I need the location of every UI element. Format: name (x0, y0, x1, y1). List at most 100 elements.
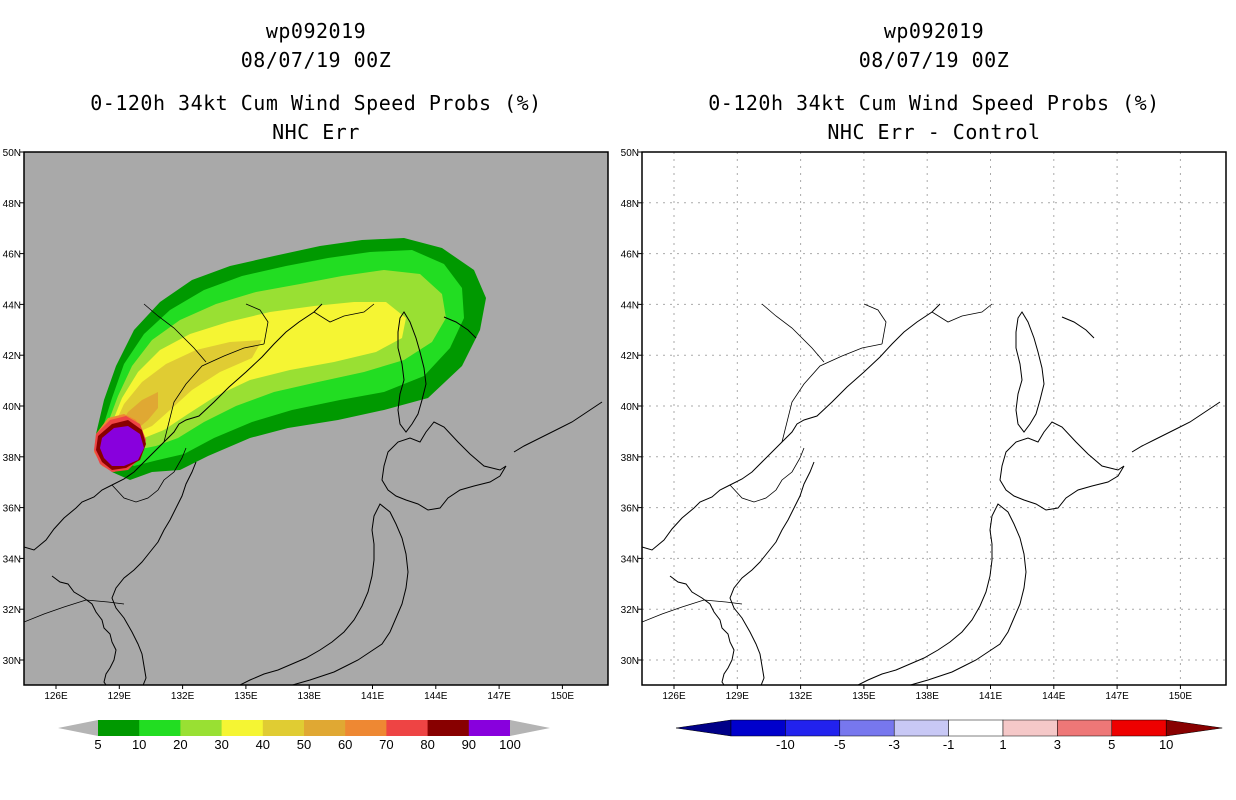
colorbar-swatch (139, 720, 181, 736)
left-title-product: 0-120h 34kt Cum Wind Speed Probs (%) (90, 91, 542, 115)
left-title-subtitle: NHC Err (272, 120, 360, 144)
colorbar-label: 40 (256, 737, 270, 752)
right-title-datetime: 08/07/19 00Z (858, 48, 1010, 72)
lon-tick-label: 138E (916, 691, 940, 702)
colorbar-swatch (427, 720, 470, 736)
left-title-storm-id: wp092019 (265, 19, 367, 43)
left-title-datetime: 08/07/19 00Z (240, 48, 392, 72)
colorbar-swatch (839, 719, 895, 737)
colorbar-label: 60 (338, 737, 352, 752)
lon-tick-label: 141E (361, 691, 385, 702)
lon-tick-label: 144E (424, 691, 448, 702)
lon-tick-label: 147E (1105, 691, 1129, 702)
lat-tick-label: 30N (621, 656, 639, 667)
colorbar-swatch (785, 719, 841, 737)
lat-tick-label: 42N (3, 351, 21, 362)
colorbar-label: 5 (94, 737, 101, 752)
colorbar-label: 20 (173, 737, 187, 752)
colorbar-swatch (180, 720, 223, 736)
lat-tick-label: 40N (621, 402, 639, 413)
colorbar-label: 10 (132, 737, 146, 752)
colorbar-swatch (730, 719, 786, 737)
lon-tick-label: 132E (171, 691, 195, 702)
colorbar-swatch (262, 720, 305, 736)
colorbar-label: -3 (888, 737, 900, 752)
lat-tick-label: 34N (3, 554, 21, 565)
lon-tick-label: 126E (44, 691, 68, 702)
right-title-subtitle: NHC Err - Control (827, 120, 1041, 144)
lat-tick-label: 32N (621, 605, 639, 616)
colorbar-swatch (98, 720, 140, 736)
lon-tick-label: 126E (662, 691, 686, 702)
lat-tick-label: 46N (3, 250, 21, 261)
right-title-product: 0-120h 34kt Cum Wind Speed Probs (%) (708, 91, 1160, 115)
lat-tick-label: 48N (621, 199, 639, 210)
right-map-gridlines (642, 152, 1226, 685)
lon-tick-label: 147E (487, 691, 511, 702)
left-probability-contours (24, 238, 608, 685)
lat-tick-label: 36N (3, 504, 21, 515)
colorbar-swatch (221, 720, 264, 736)
right-map-background (642, 152, 1226, 685)
colorbar-low-triangle (58, 720, 98, 736)
lon-tick-label: 135E (234, 691, 258, 702)
lat-tick-label: 50N (3, 148, 21, 159)
right-lat-axis-labels: 50N 48N 46N 44N 42N 40N 38N 36N 34N 32N 30N (621, 148, 642, 667)
lat-tick-label: 44N (3, 300, 21, 311)
left-map-frame (23, 151, 609, 686)
colorbar-label: -10 (776, 737, 795, 752)
colorbar-swatch (948, 719, 1004, 737)
lat-tick-label: 46N (621, 250, 639, 261)
right-title-storm-id: wp092019 (883, 19, 985, 43)
right-lon-axis-labels: 126E 129E 132E 135E 138E 141E 144E 147E 150E (662, 685, 1192, 702)
right-colorbar: -10 -5 -3 -1 1 3 5 10 (675, 719, 1223, 752)
right-map-panel: 126E 129E 132E 135E 138E 141E 144E 147E 150E 50N… (621, 148, 1227, 702)
colorbar-swatch (1111, 719, 1167, 737)
lat-tick-label: 44N (621, 300, 639, 311)
lon-tick-label: 150E (551, 691, 575, 702)
lat-tick-label: 34N (621, 554, 639, 565)
lat-tick-label: 38N (3, 453, 21, 464)
lon-tick-label: 135E (852, 691, 876, 702)
lon-tick-label: 141E (979, 691, 1003, 702)
colorbar-label: 1 (999, 737, 1006, 752)
lat-tick-label: 36N (621, 504, 639, 515)
colorbar-swatch (304, 720, 346, 736)
colorbar-swatch (893, 719, 949, 737)
colorbar-label: 90 (462, 737, 476, 752)
colorbar-high-triangle (1165, 719, 1223, 737)
colorbar-high-triangle (510, 720, 550, 736)
colorbar-swatch (468, 720, 511, 736)
lat-tick-label: 48N (3, 199, 21, 210)
lat-tick-label: 38N (621, 453, 639, 464)
colorbar-swatch (1002, 719, 1058, 737)
colorbar-label: 70 (379, 737, 393, 752)
lat-tick-label: 32N (3, 605, 21, 616)
colorbar-label: 50 (297, 737, 311, 752)
colorbar-label: 80 (420, 737, 434, 752)
lon-tick-label: 144E (1042, 691, 1066, 702)
lat-tick-label: 50N (621, 148, 639, 159)
lon-tick-label: 129E (108, 691, 132, 702)
lon-tick-label: 150E (1169, 691, 1193, 702)
right-map-frame (641, 151, 1227, 686)
lat-tick-label: 42N (621, 351, 639, 362)
left-colorbar: 5 10 20 30 40 50 60 70 80 90 100 (58, 720, 550, 752)
left-lon-axis-labels: 126E 129E 132E 135E 138E 141E 144E 147E 150E (44, 685, 574, 702)
colorbar-label: -1 (943, 737, 955, 752)
left-lat-axis-labels: 50N 48N 46N 44N 42N 40N 38N 36N 34N 32N 30N (3, 148, 24, 667)
colorbar-label: 30 (214, 737, 228, 752)
colorbar-label: 3 (1054, 737, 1061, 752)
colorbar-label: 5 (1108, 737, 1115, 752)
colorbar-label: -5 (834, 737, 846, 752)
colorbar-label: 100 (499, 737, 521, 752)
colorbar-swatch (1057, 719, 1113, 737)
colorbar-label: 10 (1159, 737, 1173, 752)
lon-tick-label: 138E (298, 691, 322, 702)
colorbar-swatch (345, 720, 387, 736)
lat-tick-label: 30N (3, 656, 21, 667)
colorbar-swatch (386, 720, 429, 736)
colorbar-low-triangle (675, 719, 732, 737)
left-map-panel: 126E 129E 132E 135E 138E 141E 144E 147E 150E 50N… (3, 148, 609, 702)
